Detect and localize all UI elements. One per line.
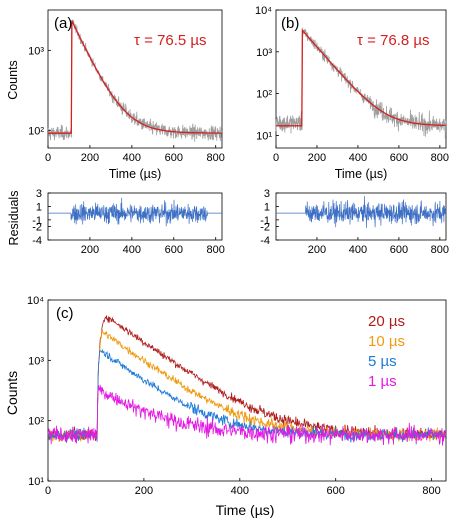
panel-b-xlabel: Time (µs)	[335, 167, 388, 181]
y-tick-label: 1	[36, 201, 42, 213]
y-tick-label: 10¹	[256, 130, 272, 142]
series-c-3	[47, 384, 446, 446]
y-tick-label: -4	[260, 235, 270, 247]
y-tick-label: 10³	[28, 45, 44, 57]
x-tick-label: 400	[349, 244, 367, 256]
panel-a-xlabel: Time (µs)	[109, 167, 162, 181]
residuals-a-frame	[47, 192, 223, 241]
y-tick-label: 3	[36, 188, 42, 200]
x-tick-label: 800	[431, 244, 449, 256]
y-tick-label: 10²	[28, 125, 44, 137]
panel-b-frame	[275, 9, 447, 149]
panel-b: 0 200 400 600 800 10¹ 10² 10³ 10⁴ (b) τ = 76.8 µ…	[255, 5, 449, 181]
y-tick-label: -1	[32, 215, 42, 227]
y-tick-label: 3	[264, 188, 270, 200]
panel-c-xlabel: Time (µs)	[216, 502, 275, 518]
x-tick-label: 0	[45, 485, 51, 497]
y-tick-label: 10²	[28, 416, 44, 428]
panel-c-label: (c)	[56, 305, 74, 322]
panel-a-frame	[47, 9, 223, 149]
panel-c-ylabel: Counts	[4, 371, 20, 415]
x-tick-label: 600	[390, 152, 408, 164]
x-tick-label: 600	[390, 244, 408, 256]
y-tick-label: -2	[260, 222, 270, 234]
x-tick-label: 800	[207, 244, 225, 256]
y-tick-label: -1	[260, 215, 270, 227]
y-tick-label: 10²	[256, 89, 272, 101]
x-tick-label: 200	[308, 152, 326, 164]
x-tick-label: 800	[207, 152, 225, 164]
panel-c: 0 200 400 600 800 10¹ 10² 10³ 10⁴ (c) Counts Tim…	[4, 295, 447, 518]
x-tick-label: 600	[327, 485, 345, 497]
panel-b-label: (b)	[281, 15, 299, 32]
panel-a-tau: τ = 76.5 µs	[134, 32, 207, 49]
series-residuals	[48, 197, 222, 227]
series-residuals	[276, 196, 447, 228]
y-tick-label: -4	[32, 235, 42, 247]
y-tick-label: 10⁴	[255, 5, 272, 17]
residuals-a: 200 400 600 800 31 -1-2-4 Residuals	[7, 188, 225, 256]
residuals-b-frame	[275, 192, 447, 241]
panel-a: 0 200 400 600 800 10² 10³ (a) τ = 76.5 µs Coun…	[6, 9, 225, 181]
x-tick-label: 800	[422, 485, 440, 497]
x-tick-label: 600	[165, 244, 183, 256]
residuals-a-ylabel: Residuals	[7, 191, 21, 246]
x-tick-label: 200	[308, 244, 326, 256]
legend-20us: 20 µs	[368, 313, 405, 330]
x-tick-label: 600	[165, 152, 183, 164]
residuals-b: 200 400 600 800 31 -1-2-4	[260, 188, 449, 256]
panel-b-tau: τ = 76.8 µs	[357, 32, 430, 49]
series-b-fit	[276, 28, 446, 127]
x-tick-label: 400	[123, 152, 141, 164]
y-tick-label: 10³	[28, 355, 44, 367]
series-a-fit	[48, 20, 222, 134]
y-tick-label: 10⁴	[27, 295, 44, 307]
x-tick-label: 200	[81, 152, 99, 164]
x-tick-label: 400	[123, 244, 141, 256]
x-tick-label: 200	[81, 244, 99, 256]
panel-c-frame	[47, 299, 447, 482]
x-tick-label: 800	[431, 152, 449, 164]
series-a-data	[47, 19, 223, 142]
y-tick-label: -2	[32, 222, 42, 234]
legend-5us: 5 µs	[368, 353, 397, 370]
x-tick-label: 0	[273, 152, 279, 164]
panel-a-label: (a)	[54, 15, 72, 32]
y-tick-label: 10³	[256, 47, 272, 59]
x-tick-label: 400	[349, 152, 367, 164]
legend-10us: 10 µs	[368, 333, 405, 350]
panel-a-ylabel: Counts	[6, 60, 20, 100]
x-tick-label: 400	[231, 485, 249, 497]
x-tick-label: 0	[45, 152, 51, 164]
x-tick-label: 200	[135, 485, 153, 497]
legend-1us: 1 µs	[368, 373, 397, 390]
y-tick-label: 1	[264, 201, 270, 213]
y-tick-label: 10¹	[28, 476, 44, 488]
